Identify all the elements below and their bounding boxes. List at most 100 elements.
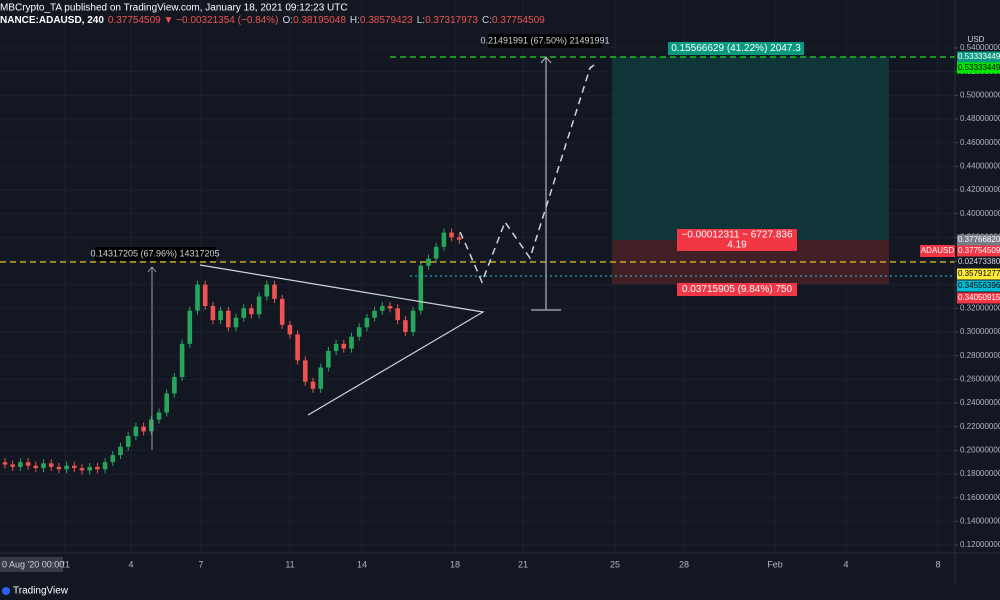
- ohlc-key: L:: [417, 15, 425, 26]
- x-axis: 21 4 7 11 14 18 21 25 28 Feb 4 8: [60, 559, 941, 569]
- candle: [349, 336, 354, 349]
- y-tick-label: 0.50000000: [960, 90, 1000, 99]
- candle: [364, 317, 370, 328]
- candle: [341, 343, 347, 349]
- label-box: [488, 34, 602, 48]
- annotation: −0.00012311 ~ 6727.836: [681, 230, 792, 241]
- candle: [449, 232, 454, 238]
- candle: [79, 468, 85, 471]
- candle: [133, 426, 139, 437]
- candle: [72, 465, 77, 469]
- candle: [387, 305, 393, 309]
- symbol: NANCE:ADAUSD, 240: [0, 15, 104, 26]
- y-axis: 0.540000000.520000000.500000000.48000000…: [955, 43, 1000, 549]
- candle: [179, 343, 185, 377]
- x-tick-label: Feb: [767, 559, 783, 569]
- annotation: 0.15566629 (41.22%) 2047.3: [671, 43, 801, 54]
- price-tag-label: 0.53333449: [958, 52, 1000, 61]
- x-tick-label: 18: [450, 559, 460, 569]
- x-tick-label: 4: [128, 559, 133, 569]
- ohlc-value: 0.37317973: [425, 15, 478, 26]
- candle: [249, 308, 254, 315]
- y-tick-label: 0.46000000: [960, 138, 1000, 147]
- candle: [41, 463, 46, 469]
- target-zone: [612, 57, 889, 240]
- arrow-head: [540, 56, 552, 64]
- candle: [287, 324, 293, 335]
- candle: [272, 284, 277, 299]
- candle: [210, 305, 216, 321]
- y-tick-label: 0.18000000: [960, 469, 1000, 478]
- price-tag: [957, 234, 1000, 246]
- candle: [433, 246, 439, 259]
- symbol-tag-label: ADAUSD: [921, 246, 955, 255]
- brand: TradingView: [13, 586, 69, 597]
- candle: [25, 462, 31, 466]
- price-tag-label: 0.02473380: [958, 257, 1000, 266]
- y-tick-label: 0.24000000: [960, 398, 1000, 407]
- ohlc-key: O:: [283, 15, 294, 26]
- candle: [395, 308, 400, 321]
- y-tick-label: 0.44000000: [960, 161, 1000, 170]
- y-tick-label: 0.32000000: [960, 303, 1000, 312]
- candle: [318, 367, 323, 389]
- triangle: [199, 264, 485, 416]
- price-tag-label: 0.34556396: [958, 281, 1000, 290]
- label-box: [677, 229, 797, 251]
- cursor-date-box: [0, 557, 63, 572]
- candle: [156, 412, 162, 420]
- price-tag-label: 0.34050915: [958, 293, 1000, 302]
- candle: [2, 462, 8, 465]
- candle: [125, 436, 131, 447]
- x-tick-label: 21: [518, 559, 528, 569]
- annotation: 0.14317205 (67.96%) 14317205: [90, 248, 219, 258]
- candle: [326, 350, 331, 368]
- y-tick-label: 0.30000000: [960, 327, 1000, 336]
- ohlc-value: 0.38195048: [293, 15, 346, 26]
- candle: [218, 310, 223, 321]
- candle: [295, 334, 300, 361]
- author: MBCrypto_TA published on TradingView.com…: [0, 3, 348, 14]
- price-tag: [957, 292, 1000, 304]
- candle: [356, 327, 362, 337]
- price-tag-label: 0.35791277: [958, 269, 1000, 278]
- candle: [279, 298, 285, 325]
- price-tag-label: 0.53333449: [958, 63, 1000, 72]
- candle: [18, 462, 23, 467]
- candle: [95, 466, 100, 470]
- x-tick-label: 25: [610, 559, 620, 569]
- candle: [149, 419, 154, 432]
- y-tick-label: 0.26000000: [960, 374, 1000, 383]
- symbol-line: NANCE:ADAUSD, 240 0.37754509 ▼ −0.0032135…: [0, 15, 545, 26]
- price-tag: [957, 62, 1000, 74]
- symbol-tag: [920, 245, 955, 257]
- candle: [233, 317, 239, 328]
- x-tick-label: 21: [60, 559, 70, 569]
- candle: [172, 376, 177, 394]
- ohlc-key: C:: [482, 15, 492, 26]
- axis-unit: USD: [968, 35, 985, 44]
- candle: [64, 465, 69, 470]
- arrow-head: [147, 266, 157, 273]
- price-tag: [957, 268, 1000, 280]
- candle: [441, 232, 447, 247]
- y-tick-label: 0.20000000: [960, 445, 1000, 454]
- footer: [0, 583, 1000, 600]
- candle: [256, 296, 262, 315]
- x-tick-label: 4: [843, 559, 848, 569]
- candle: [426, 258, 431, 266]
- candle: [333, 343, 339, 351]
- candle: [56, 466, 62, 470]
- candle: [48, 463, 54, 467]
- y-tick-label: 0.22000000: [960, 422, 1000, 431]
- candle: [380, 305, 385, 311]
- price-tag-label: 0.37766820: [958, 235, 1000, 244]
- price-tag: [957, 51, 1000, 63]
- price-tag: [957, 256, 1000, 268]
- candle: [226, 310, 231, 328]
- y-tick-label: 0.54000000: [960, 43, 1000, 52]
- x-tick-label: 8: [935, 559, 940, 569]
- candle: [118, 446, 123, 456]
